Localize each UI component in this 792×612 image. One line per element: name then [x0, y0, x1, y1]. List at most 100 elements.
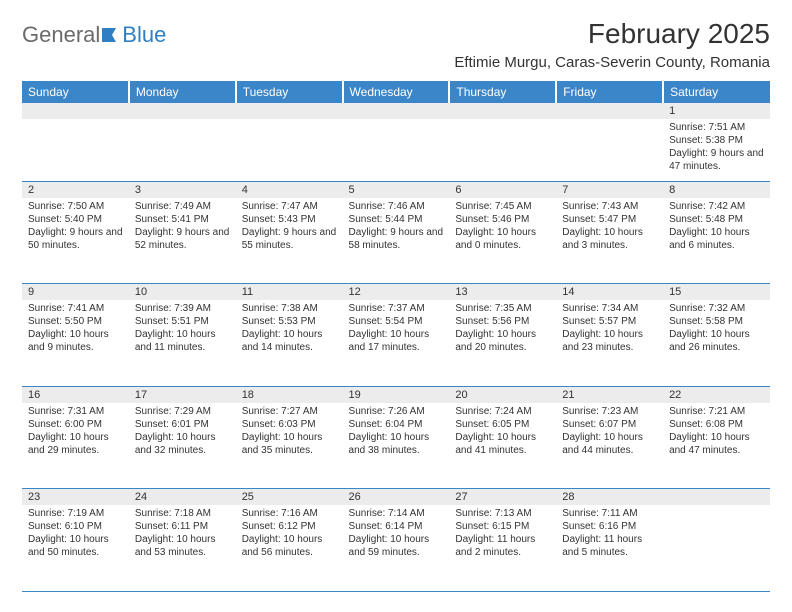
week-row: Sunrise: 7:31 AMSunset: 6:00 PMDaylight:… [22, 403, 770, 489]
day-cell: Sunrise: 7:18 AMSunset: 6:11 PMDaylight:… [129, 505, 236, 591]
day-number: 6 [449, 181, 556, 198]
sunset-text: Sunset: 6:14 PM [349, 520, 444, 533]
sunset-text: Sunset: 5:40 PM [28, 213, 123, 226]
daynum-row: 16171819202122 [22, 386, 770, 403]
day-cell [449, 119, 556, 181]
day-number [343, 103, 450, 119]
sunrise-text: Sunrise: 7:26 AM [349, 405, 444, 418]
daylight-text: Daylight: 9 hours and 50 minutes. [28, 226, 123, 252]
day-number [663, 489, 770, 506]
sunset-text: Sunset: 5:44 PM [349, 213, 444, 226]
day-cell: Sunrise: 7:42 AMSunset: 5:48 PMDaylight:… [663, 198, 770, 284]
daylight-text: Daylight: 10 hours and 47 minutes. [669, 431, 764, 457]
sunset-text: Sunset: 6:04 PM [349, 418, 444, 431]
day-number: 5 [343, 181, 450, 198]
day-cell: Sunrise: 7:29 AMSunset: 6:01 PMDaylight:… [129, 403, 236, 489]
day-number: 9 [22, 284, 129, 301]
day-cell: Sunrise: 7:46 AMSunset: 5:44 PMDaylight:… [343, 198, 450, 284]
day-cell-body: Sunrise: 7:21 AMSunset: 6:08 PMDaylight:… [663, 403, 770, 461]
sunset-text: Sunset: 5:38 PM [669, 134, 764, 147]
day-cell: Sunrise: 7:34 AMSunset: 5:57 PMDaylight:… [556, 300, 663, 386]
sunrise-text: Sunrise: 7:24 AM [455, 405, 550, 418]
daylight-text: Daylight: 10 hours and 0 minutes. [455, 226, 550, 252]
daylight-text: Daylight: 10 hours and 3 minutes. [562, 226, 657, 252]
day-number: 13 [449, 284, 556, 301]
day-header: Tuesday [236, 81, 343, 103]
day-cell: Sunrise: 7:24 AMSunset: 6:05 PMDaylight:… [449, 403, 556, 489]
day-cell: Sunrise: 7:11 AMSunset: 6:16 PMDaylight:… [556, 505, 663, 591]
daylight-text: Daylight: 10 hours and 38 minutes. [349, 431, 444, 457]
sunrise-text: Sunrise: 7:49 AM [135, 200, 230, 213]
day-cell [556, 119, 663, 181]
day-number: 20 [449, 386, 556, 403]
sunrise-text: Sunrise: 7:42 AM [669, 200, 764, 213]
day-header: Saturday [663, 81, 770, 103]
sunset-text: Sunset: 5:51 PM [135, 315, 230, 328]
sunset-text: Sunset: 6:10 PM [28, 520, 123, 533]
day-cell-body [236, 119, 343, 125]
daylight-text: Daylight: 10 hours and 26 minutes. [669, 328, 764, 354]
sunrise-text: Sunrise: 7:29 AM [135, 405, 230, 418]
day-number: 25 [236, 489, 343, 506]
sunrise-text: Sunrise: 7:34 AM [562, 302, 657, 315]
day-cell-body: Sunrise: 7:27 AMSunset: 6:03 PMDaylight:… [236, 403, 343, 461]
sunset-text: Sunset: 6:00 PM [28, 418, 123, 431]
day-cell [129, 119, 236, 181]
day-header: Wednesday [343, 81, 450, 103]
sunset-text: Sunset: 5:41 PM [135, 213, 230, 226]
day-number: 17 [129, 386, 236, 403]
sunset-text: Sunset: 5:53 PM [242, 315, 337, 328]
day-cell: Sunrise: 7:35 AMSunset: 5:56 PMDaylight:… [449, 300, 556, 386]
day-cell: Sunrise: 7:41 AMSunset: 5:50 PMDaylight:… [22, 300, 129, 386]
day-number: 11 [236, 284, 343, 301]
day-number: 10 [129, 284, 236, 301]
day-cell-body [129, 119, 236, 125]
sunset-text: Sunset: 6:01 PM [135, 418, 230, 431]
day-cell: Sunrise: 7:26 AMSunset: 6:04 PMDaylight:… [343, 403, 450, 489]
sunrise-text: Sunrise: 7:21 AM [669, 405, 764, 418]
day-cell-body: Sunrise: 7:23 AMSunset: 6:07 PMDaylight:… [556, 403, 663, 461]
day-number: 12 [343, 284, 450, 301]
day-header-row: Sunday Monday Tuesday Wednesday Thursday… [22, 81, 770, 103]
day-header: Friday [556, 81, 663, 103]
day-cell-body: Sunrise: 7:49 AMSunset: 5:41 PMDaylight:… [129, 198, 236, 256]
day-number: 4 [236, 181, 343, 198]
day-cell: Sunrise: 7:51 AMSunset: 5:38 PMDaylight:… [663, 119, 770, 181]
day-number: 21 [556, 386, 663, 403]
daylight-text: Daylight: 9 hours and 52 minutes. [135, 226, 230, 252]
sunrise-text: Sunrise: 7:45 AM [455, 200, 550, 213]
day-cell-body: Sunrise: 7:29 AMSunset: 6:01 PMDaylight:… [129, 403, 236, 461]
daylight-text: Daylight: 10 hours and 29 minutes. [28, 431, 123, 457]
header-row: General Blue February 2025 Eftimie Murgu… [22, 18, 770, 71]
day-number [449, 103, 556, 119]
day-cell-body: Sunrise: 7:32 AMSunset: 5:58 PMDaylight:… [663, 300, 770, 358]
sunset-text: Sunset: 5:48 PM [669, 213, 764, 226]
sunset-text: Sunset: 5:56 PM [455, 315, 550, 328]
sunset-text: Sunset: 6:11 PM [135, 520, 230, 533]
sunset-text: Sunset: 5:47 PM [562, 213, 657, 226]
day-cell: Sunrise: 7:39 AMSunset: 5:51 PMDaylight:… [129, 300, 236, 386]
day-number [22, 103, 129, 119]
sunset-text: Sunset: 6:08 PM [669, 418, 764, 431]
day-cell: Sunrise: 7:37 AMSunset: 5:54 PMDaylight:… [343, 300, 450, 386]
day-cell-body: Sunrise: 7:16 AMSunset: 6:12 PMDaylight:… [236, 505, 343, 563]
daylight-text: Daylight: 10 hours and 11 minutes. [135, 328, 230, 354]
day-cell-body [343, 119, 450, 125]
day-cell-body: Sunrise: 7:35 AMSunset: 5:56 PMDaylight:… [449, 300, 556, 358]
sunset-text: Sunset: 5:58 PM [669, 315, 764, 328]
sunrise-text: Sunrise: 7:19 AM [28, 507, 123, 520]
day-number: 22 [663, 386, 770, 403]
day-cell-body: Sunrise: 7:45 AMSunset: 5:46 PMDaylight:… [449, 198, 556, 256]
day-number: 16 [22, 386, 129, 403]
sunrise-text: Sunrise: 7:38 AM [242, 302, 337, 315]
title-block: February 2025 Eftimie Murgu, Caras-Sever… [454, 18, 770, 71]
day-cell: Sunrise: 7:13 AMSunset: 6:15 PMDaylight:… [449, 505, 556, 591]
day-cell [22, 119, 129, 181]
daylight-text: Daylight: 10 hours and 56 minutes. [242, 533, 337, 559]
sunset-text: Sunset: 5:46 PM [455, 213, 550, 226]
day-number: 3 [129, 181, 236, 198]
sunrise-text: Sunrise: 7:37 AM [349, 302, 444, 315]
sunrise-text: Sunrise: 7:16 AM [242, 507, 337, 520]
day-number: 19 [343, 386, 450, 403]
daylight-text: Daylight: 9 hours and 58 minutes. [349, 226, 444, 252]
